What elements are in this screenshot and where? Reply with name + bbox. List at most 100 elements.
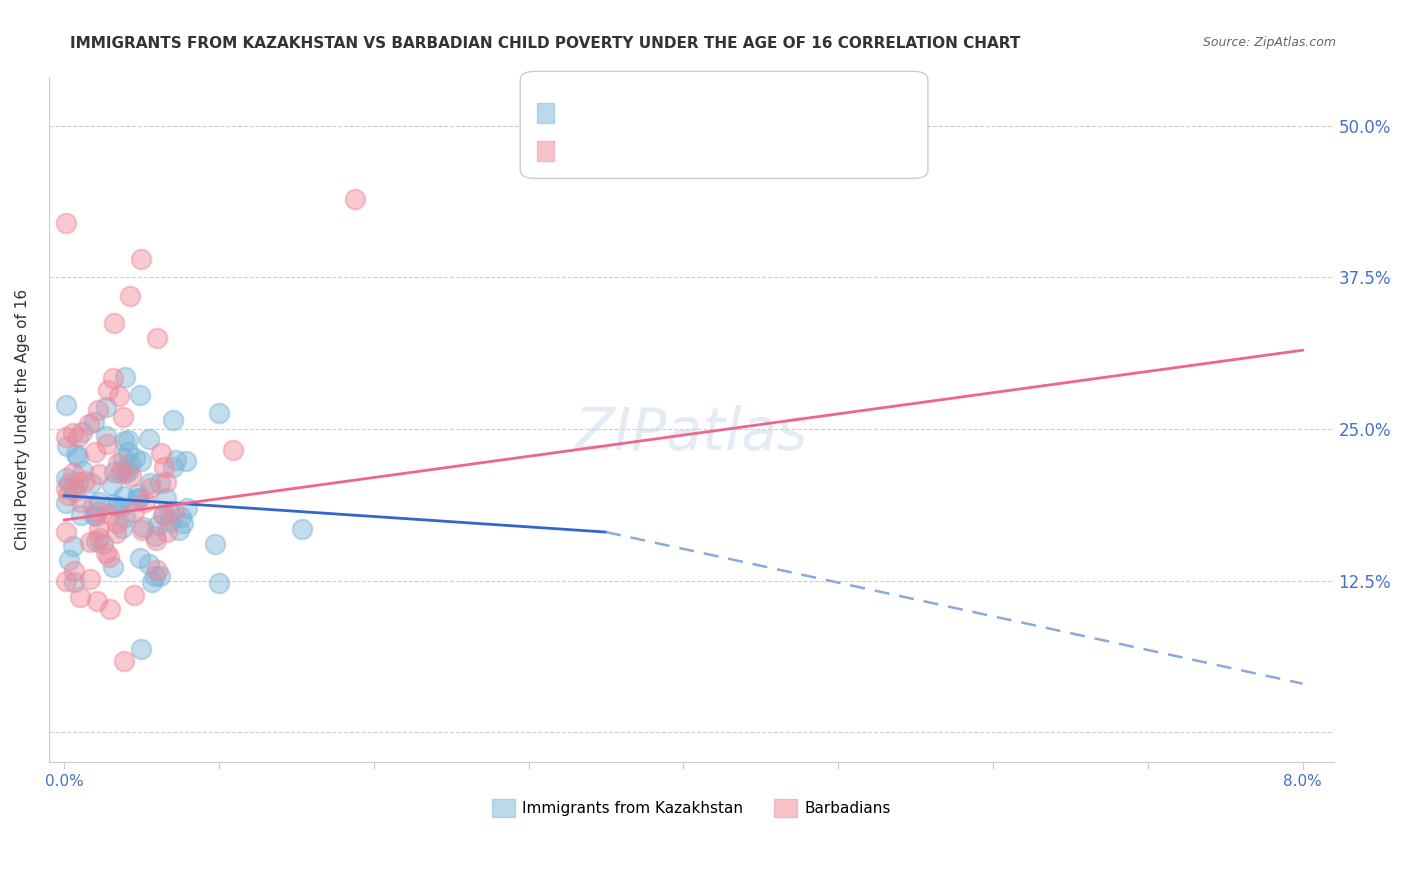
Point	[110, 500, 132, 514]
Point	[108, 389, 131, 403]
Point	[149, 569, 172, 583]
Point	[162, 413, 184, 427]
Point	[120, 468, 142, 483]
Point	[103, 465, 125, 479]
Point	[127, 487, 149, 501]
Text: 77: 77	[689, 105, 713, 123]
Point	[291, 522, 314, 536]
Point	[132, 520, 155, 534]
Point	[111, 521, 134, 535]
Point	[162, 460, 184, 475]
Point	[55, 216, 77, 230]
Point	[56, 488, 79, 502]
Point	[55, 481, 77, 495]
Point	[103, 316, 125, 330]
Point	[124, 450, 146, 465]
Point	[129, 252, 152, 267]
Point	[131, 454, 153, 468]
Point	[155, 475, 177, 489]
Text: ZIPatlas: ZIPatlas	[575, 405, 808, 462]
Point	[112, 654, 135, 668]
Point	[111, 451, 134, 466]
Point	[172, 516, 194, 531]
Point	[163, 503, 186, 517]
Point	[122, 588, 145, 602]
Text: R =: R =	[555, 107, 589, 121]
Point	[87, 523, 110, 537]
Point	[129, 551, 152, 566]
Point	[204, 537, 226, 551]
Text: 58: 58	[689, 141, 711, 159]
Point	[66, 475, 89, 489]
Point	[128, 491, 150, 505]
Y-axis label: Child Poverty Under the Age of 16: Child Poverty Under the Age of 16	[15, 289, 30, 550]
Point	[114, 509, 136, 524]
Point	[55, 524, 77, 539]
Point	[107, 456, 129, 470]
Text: R =: R =	[555, 143, 589, 157]
Point	[98, 550, 121, 565]
Point	[79, 535, 101, 549]
Point	[79, 417, 101, 432]
Point	[134, 495, 156, 509]
Point	[83, 416, 105, 430]
Point	[131, 642, 153, 657]
Point	[96, 401, 118, 415]
Point	[62, 539, 84, 553]
Point	[139, 481, 162, 495]
Point	[63, 564, 86, 578]
Point	[170, 510, 193, 524]
Point	[83, 508, 105, 522]
Point	[343, 192, 366, 206]
Point	[122, 505, 145, 519]
Point	[73, 474, 96, 488]
Point	[125, 492, 148, 507]
Point	[80, 475, 103, 490]
Point	[103, 497, 125, 511]
Text: N =: N =	[654, 143, 688, 157]
Point	[159, 515, 181, 529]
Point	[62, 467, 84, 481]
Point	[157, 505, 180, 519]
Point	[120, 288, 142, 302]
Point	[153, 508, 176, 523]
Point	[114, 370, 136, 384]
Point	[98, 601, 121, 615]
Point	[87, 467, 110, 481]
Point	[103, 370, 125, 384]
Point	[62, 478, 84, 492]
Text: Source: ZipAtlas.com: Source: ZipAtlas.com	[1202, 36, 1336, 49]
Point	[169, 523, 191, 537]
Point	[138, 476, 160, 491]
Point	[117, 433, 139, 447]
Point	[165, 452, 187, 467]
Point	[55, 496, 77, 510]
Point	[114, 466, 136, 480]
Point	[146, 331, 169, 345]
Point	[55, 574, 77, 588]
Point	[222, 442, 245, 457]
Point	[86, 506, 108, 520]
Text: -0.132: -0.132	[591, 107, 645, 121]
Point	[104, 525, 127, 540]
Point	[208, 406, 231, 420]
Point	[87, 531, 110, 545]
Point	[112, 489, 135, 503]
Point	[138, 557, 160, 571]
Point	[145, 533, 167, 547]
Point	[87, 403, 110, 417]
Point	[55, 429, 77, 443]
Point	[87, 494, 110, 508]
Point	[176, 500, 198, 515]
Point	[156, 524, 179, 539]
Point	[82, 498, 104, 512]
Point	[55, 470, 77, 484]
Point	[101, 477, 124, 491]
Point	[58, 553, 80, 567]
Point	[62, 575, 84, 590]
Point	[110, 466, 132, 480]
Point	[208, 576, 231, 591]
Point	[79, 572, 101, 586]
Point	[143, 569, 166, 583]
Point	[69, 495, 91, 509]
